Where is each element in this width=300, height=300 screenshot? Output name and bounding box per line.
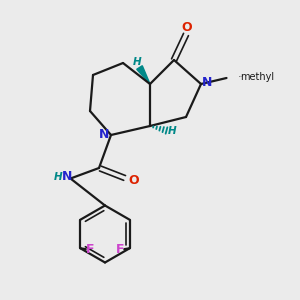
Text: O: O bbox=[181, 21, 192, 34]
Text: H: H bbox=[168, 126, 176, 136]
Text: F: F bbox=[86, 243, 94, 256]
Text: methyl: methyl bbox=[240, 72, 274, 82]
Text: O: O bbox=[128, 173, 139, 187]
Text: H: H bbox=[133, 57, 141, 68]
Polygon shape bbox=[137, 66, 150, 84]
Text: N: N bbox=[202, 76, 212, 89]
Text: N: N bbox=[61, 170, 72, 184]
Text: F: F bbox=[116, 243, 124, 256]
Text: methyl: methyl bbox=[238, 76, 243, 77]
Text: H: H bbox=[54, 172, 62, 182]
Text: N: N bbox=[99, 128, 110, 141]
